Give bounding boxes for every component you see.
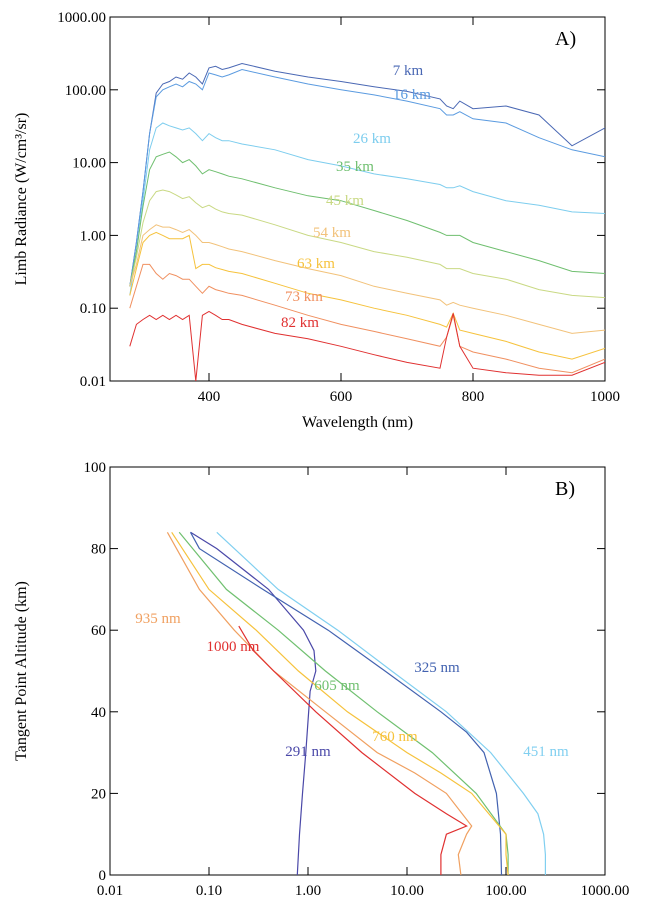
series-line xyxy=(129,68,605,287)
y-tick-label: 100 xyxy=(84,460,107,476)
series-label: 26 km xyxy=(353,131,391,147)
x-tick-label: 800 xyxy=(462,389,485,405)
x-tick-label: 400 xyxy=(198,389,221,405)
series-label: 325 nm xyxy=(414,660,460,676)
series-line xyxy=(129,151,605,287)
series-label: 63 km xyxy=(297,256,335,272)
series-line xyxy=(129,310,605,381)
series-line xyxy=(129,62,605,287)
series-line xyxy=(190,531,317,875)
series-label: 7 km xyxy=(393,63,424,79)
y-axis-title: Limb Radiance (W/cm³/sr) xyxy=(13,113,30,286)
y-tick-label: 0 xyxy=(99,868,107,884)
y-axis-title: Tangent Point Altitude (km) xyxy=(13,581,30,761)
x-axis-title: Wavelength (nm) xyxy=(302,414,413,431)
series-line xyxy=(178,531,509,875)
plot-area xyxy=(129,62,605,381)
y-tick-label: 0.10 xyxy=(80,301,106,317)
x-tick-label: 0.01 xyxy=(97,883,123,899)
plot-area xyxy=(166,531,547,875)
plot-frame xyxy=(109,16,606,382)
series-line xyxy=(129,189,605,299)
series-label: 73 km xyxy=(285,289,323,305)
series-line xyxy=(238,625,468,875)
y-tick-label: 1000.00 xyxy=(57,10,106,26)
x-tick-label: 600 xyxy=(330,389,353,405)
y-tick-label: 40 xyxy=(91,705,106,721)
series-label: 16 km xyxy=(393,87,431,103)
y-tick-label: 100.00 xyxy=(65,83,106,99)
y-tick-label: 60 xyxy=(91,623,106,639)
x-tick-label: 1.00 xyxy=(295,883,321,899)
series-line xyxy=(129,231,605,360)
series-label: 45 km xyxy=(326,193,364,209)
y-tick-label: 20 xyxy=(91,786,106,802)
series-label: 451 nm xyxy=(523,744,569,760)
series-line xyxy=(129,122,605,296)
y-tick-label: 1.00 xyxy=(80,228,106,244)
x-tick-label: 1000.00 xyxy=(581,883,630,899)
series-line xyxy=(129,224,605,334)
series-line xyxy=(171,531,509,875)
y-tick-label: 80 xyxy=(91,542,106,558)
series-label: 54 km xyxy=(313,225,351,241)
panel-label: A) xyxy=(555,28,576,50)
x-tick-label: 100.00 xyxy=(485,883,526,899)
series-label: 291 nm xyxy=(285,744,331,760)
x-tick-label: 1000 xyxy=(590,389,620,405)
x-tick-label: 10.00 xyxy=(390,883,424,899)
panel-label: B) xyxy=(555,478,575,500)
series-line xyxy=(129,263,605,374)
series-label: 935 nm xyxy=(135,611,181,627)
y-tick-label: 10.00 xyxy=(72,156,106,172)
series-label: 760 nm xyxy=(372,729,418,745)
series-label: 82 km xyxy=(281,315,319,331)
series-label: 35 km xyxy=(336,159,374,175)
series-line xyxy=(216,531,547,875)
series-label: 605 nm xyxy=(314,678,360,694)
x-tick-label: 0.10 xyxy=(196,883,222,899)
series-line xyxy=(189,532,503,875)
series-label: 1000 nm xyxy=(207,639,260,655)
series-line xyxy=(166,532,473,875)
plot-frame xyxy=(109,466,606,876)
y-tick-label: 0.01 xyxy=(80,374,106,390)
